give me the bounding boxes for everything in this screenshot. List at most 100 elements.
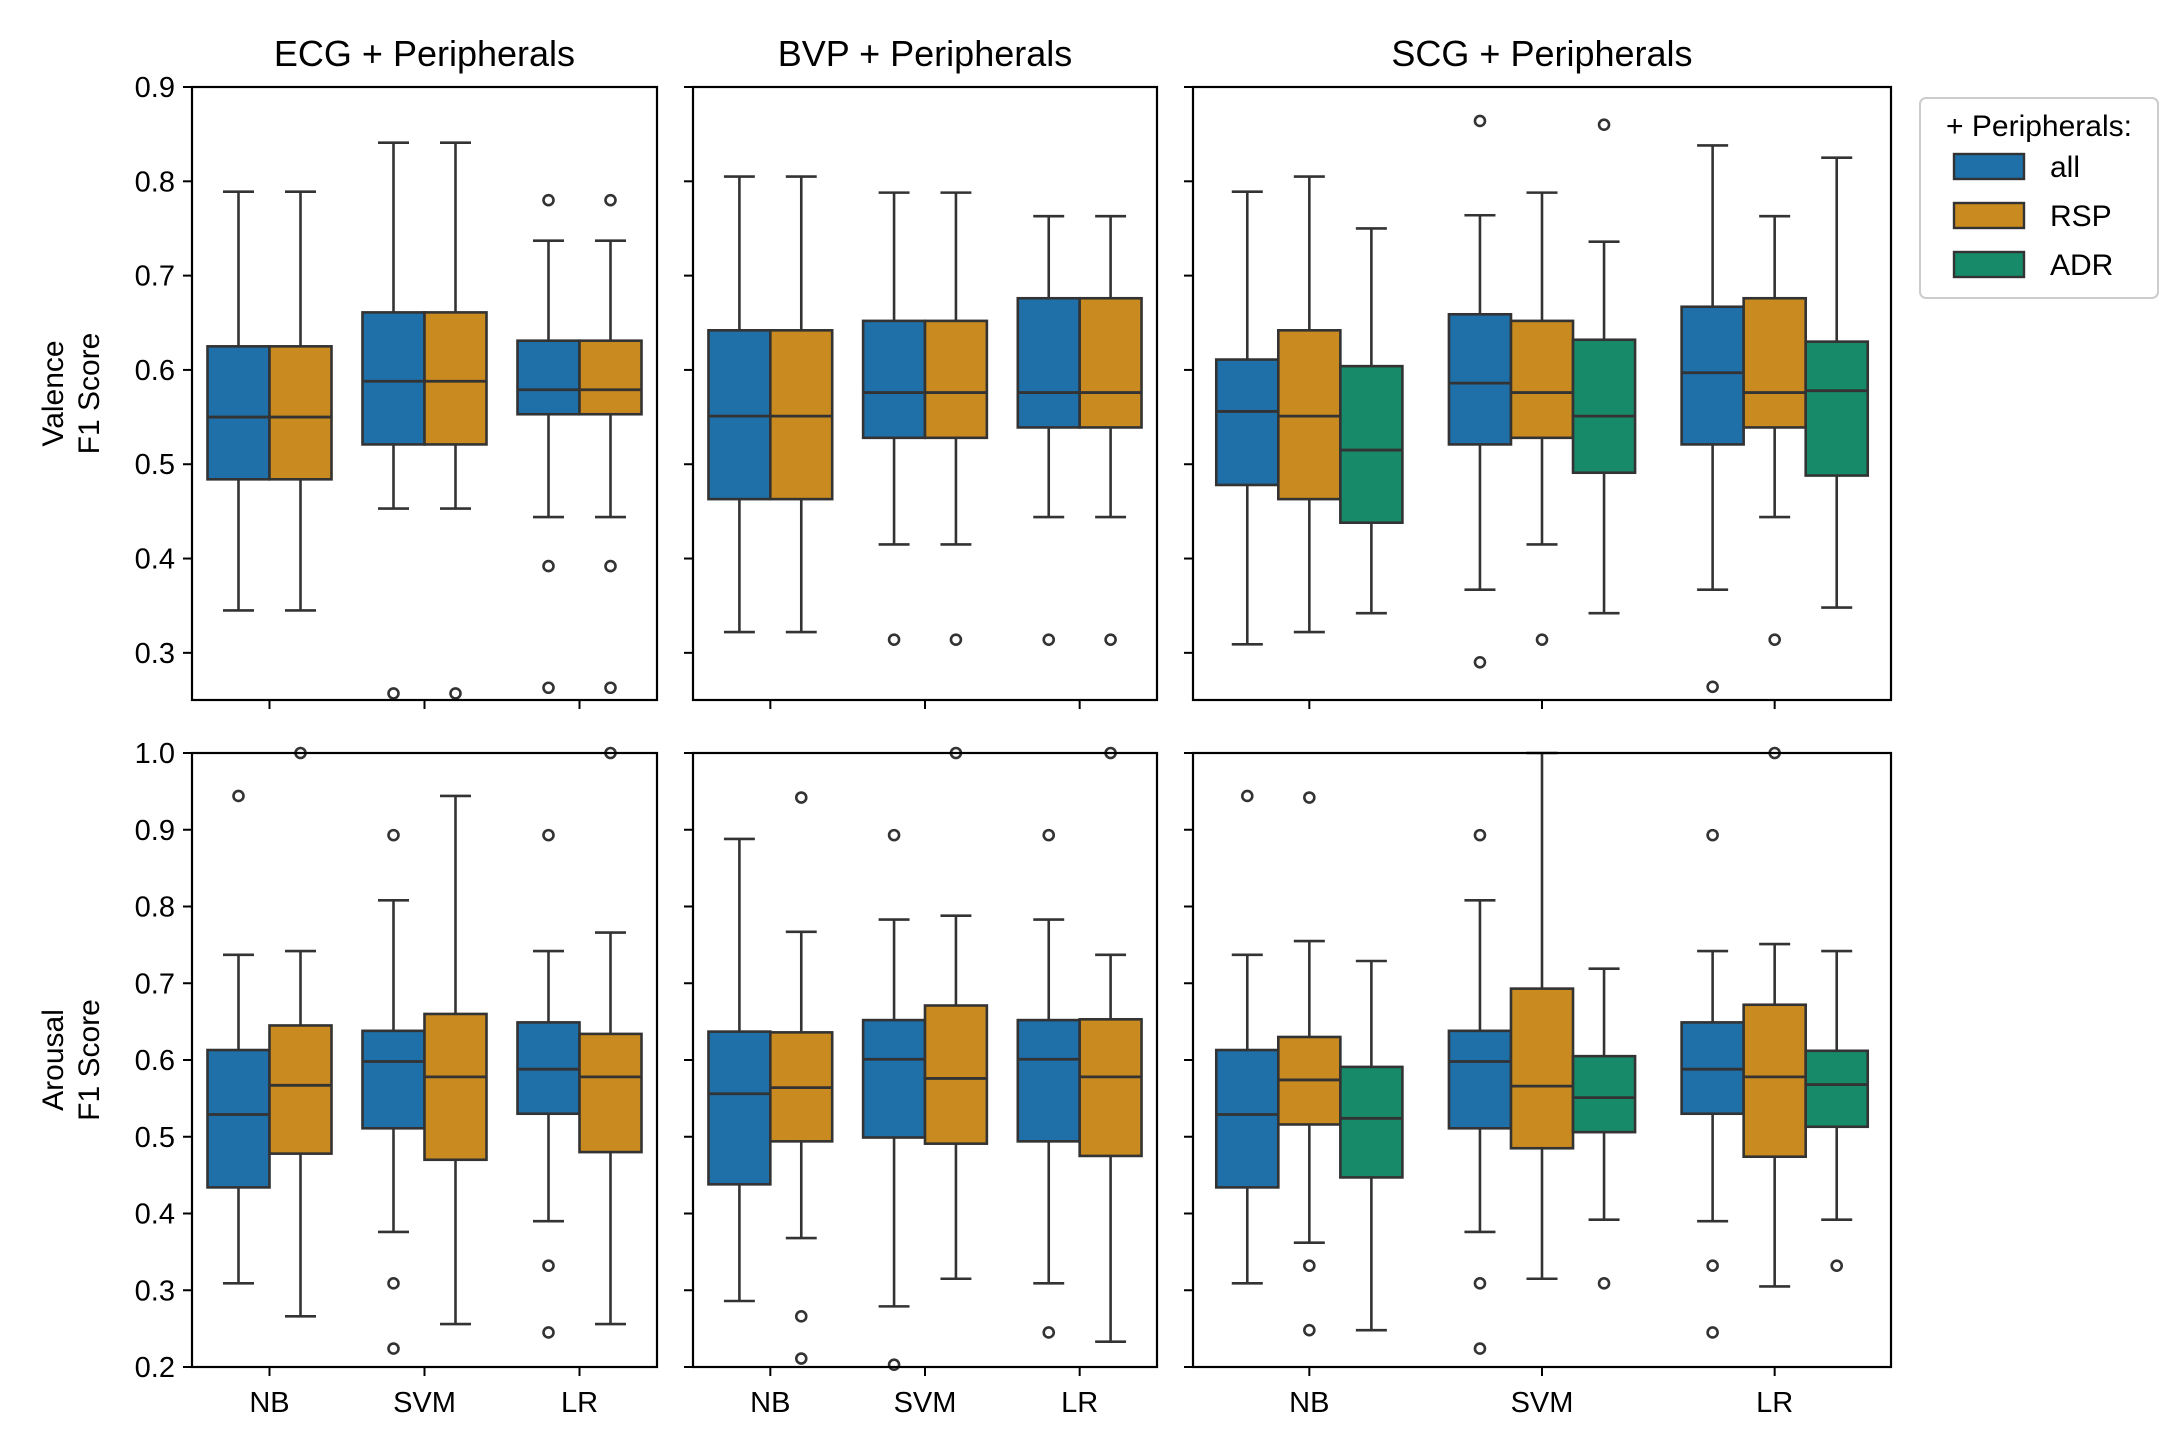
x-tick-label: LR: [1756, 1387, 1793, 1419]
iqr-box: [1447, 1029, 1513, 1130]
outlier-point: [1303, 791, 1316, 804]
y-tick-label: 0.4: [135, 544, 175, 576]
y-tick-label: 0.3: [135, 1275, 175, 1307]
x-tick-label: NB: [1289, 1387, 1329, 1419]
box-NB-ADR: [1339, 959, 1404, 1332]
y-axis-title-line2: F1 Score: [73, 333, 106, 455]
y-axis-title-line1: Valence: [37, 340, 70, 446]
iqr-box: [707, 329, 772, 501]
axes-frame: [691, 85, 1159, 702]
iqr-box: [516, 339, 581, 416]
iqr-box: [423, 1012, 488, 1162]
x-tick-label: NB: [249, 1387, 289, 1419]
outlier-point: [1535, 633, 1549, 646]
x-tick-label: SVM: [1511, 1387, 1574, 1419]
iqr-box: [1509, 987, 1575, 1150]
box-LR-ADR: [1804, 949, 1870, 1272]
box-SVM-all: [1447, 114, 1513, 669]
outlier-point: [794, 1352, 808, 1365]
box-LR-all: [516, 193, 581, 695]
outlier-point: [1768, 633, 1781, 646]
axes-frame: [190, 85, 659, 702]
box-SVM-RSP: [1509, 751, 1575, 1281]
outlier-point: [542, 193, 555, 207]
box-SVM-all: [361, 141, 426, 700]
y-tick-label: 0.5: [135, 1122, 175, 1154]
outlier-point: [604, 193, 617, 207]
box-NB-RSP: [1277, 175, 1342, 634]
iqr-box: [861, 319, 927, 440]
box-SVM-RSP: [923, 191, 989, 646]
iqr-box: [1742, 296, 1807, 429]
y-tick-label: 0.6: [135, 355, 175, 387]
x-tick-label: SVM: [894, 1387, 957, 1419]
box-SVM-RSP: [423, 141, 488, 700]
outlier-point: [542, 1326, 555, 1339]
y-tick-label: 1.0: [135, 738, 175, 770]
outlier-point: [387, 687, 400, 700]
y-axis-title-line2: F1 Score: [73, 999, 106, 1121]
outlier-point: [1830, 1259, 1844, 1272]
iqr-box: [1804, 1049, 1870, 1129]
x-tick-label: SVM: [393, 1387, 456, 1419]
outlier-point: [1303, 1323, 1316, 1337]
panel-title: ECG + Peripherals: [274, 33, 575, 74]
outlier-point: [1303, 1259, 1316, 1272]
iqr-box: [1571, 338, 1637, 475]
y-tick-label: 0.7: [135, 261, 175, 293]
outlier-point: [1706, 828, 1719, 842]
outlier-point: [1706, 1326, 1719, 1339]
outlier-point: [1706, 1259, 1719, 1272]
iqr-box: [1214, 358, 1280, 487]
box-SVM-ADR: [1571, 967, 1637, 1290]
box-LR-all: [1680, 144, 1745, 694]
box-NB-RSP: [769, 175, 834, 634]
outlier-point: [949, 633, 963, 646]
panel-1-0: 0.2 0.3 0.4 0.5 0.6 0.7 0.8 0.9 1.0 NB SVM LR: [135, 738, 659, 1419]
outlier-point: [542, 681, 555, 695]
outlier-point: [1706, 680, 1719, 694]
iqr-box: [1339, 1065, 1404, 1179]
iqr-box: [1571, 1054, 1637, 1134]
outlier-point: [1473, 1342, 1487, 1355]
y-tick-label: 0.6: [135, 1045, 175, 1077]
iqr-box: [268, 1024, 333, 1155]
box-NB-RSP: [268, 746, 333, 1318]
box-NB-all: [206, 190, 271, 612]
x-tick-label: LR: [561, 1387, 598, 1419]
box-SVM-all: [861, 828, 927, 1371]
iqr-box: [707, 1030, 772, 1186]
outlier-point: [387, 828, 400, 842]
box-LR-all: [1016, 828, 1081, 1339]
box-LR-RSP: [1078, 746, 1143, 1343]
iqr-box: [1078, 1018, 1143, 1158]
box-NB-RSP: [268, 190, 333, 612]
box-LR-ADR: [1804, 156, 1870, 609]
legend-swatch-ADR: [1952, 250, 2026, 279]
y-tick-label: 0.8: [135, 892, 175, 924]
y-tick-label: 0.3: [135, 638, 175, 670]
y-tick-label: 0.9: [135, 815, 175, 847]
legend: + Peripherals: all RSP ADR: [1919, 97, 2159, 299]
outlier-point: [887, 633, 901, 646]
outlier-point: [1473, 114, 1487, 128]
outlier-point: [1240, 789, 1254, 803]
box-SVM-all: [361, 828, 426, 1355]
outlier-point: [604, 681, 617, 695]
legend-title: + Peripherals:: [1946, 110, 2132, 143]
outlier-point: [232, 789, 245, 803]
iqr-box: [268, 345, 333, 481]
iqr-box: [578, 1032, 643, 1154]
panel-title: SCG + Peripherals: [1391, 33, 1692, 74]
box-SVM-RSP: [923, 746, 989, 1281]
iqr-box: [1680, 305, 1745, 446]
box-LR-all: [516, 828, 581, 1339]
box-LR-RSP: [1742, 746, 1807, 1288]
legend-frame: [1919, 97, 2159, 299]
panel-title: BVP + Peripherals: [778, 33, 1073, 74]
axes-frame: [1191, 751, 1893, 1369]
legend-swatch-RSP: [1952, 201, 2026, 230]
y-tick-label: 0.4: [135, 1199, 175, 1231]
iqr-box: [769, 329, 834, 501]
